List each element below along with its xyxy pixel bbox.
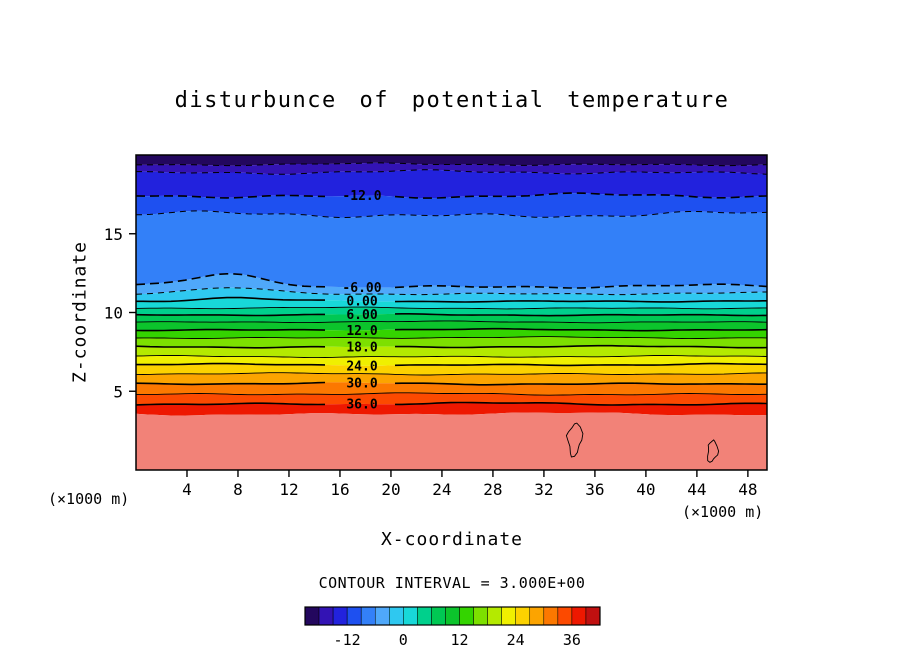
svg-text:6.00: 6.00 bbox=[346, 308, 377, 323]
closed-contour bbox=[565, 422, 584, 458]
svg-text:36.0: 36.0 bbox=[346, 397, 377, 412]
svg-text:36: 36 bbox=[563, 631, 581, 649]
svg-text:32: 32 bbox=[534, 480, 553, 499]
contour-interval-label: CONTOUR INTERVAL = 3.000E+00 bbox=[318, 574, 586, 592]
svg-text:12: 12 bbox=[279, 480, 298, 499]
colorbar: -12 0 12 24 36 bbox=[304, 606, 601, 649]
svg-text:-6.00: -6.00 bbox=[342, 281, 381, 296]
svg-text:4: 4 bbox=[182, 480, 192, 499]
svg-text:5: 5 bbox=[113, 382, 123, 401]
svg-text:44: 44 bbox=[687, 480, 706, 499]
svg-text:15: 15 bbox=[104, 225, 123, 244]
x-axis-title: X-coordinate bbox=[380, 529, 524, 550]
x-axis-units-label: (×1000 m) bbox=[682, 503, 764, 521]
svg-text:-12: -12 bbox=[334, 631, 361, 649]
svg-text:8: 8 bbox=[233, 480, 243, 499]
contour-lines bbox=[136, 162, 767, 406]
svg-text:40: 40 bbox=[636, 480, 655, 499]
svg-text:10: 10 bbox=[104, 304, 123, 323]
svg-text:30.0: 30.0 bbox=[346, 376, 377, 391]
svg-text:20: 20 bbox=[381, 480, 400, 499]
svg-text:18.0: 18.0 bbox=[346, 341, 377, 356]
svg-text:48: 48 bbox=[738, 480, 757, 499]
contour-fill bbox=[136, 155, 767, 470]
chart-title: disturbunce of potential temperature bbox=[174, 88, 730, 113]
svg-text:36: 36 bbox=[585, 480, 604, 499]
svg-text:24: 24 bbox=[432, 480, 451, 499]
svg-text:0: 0 bbox=[399, 631, 408, 649]
svg-text:24: 24 bbox=[507, 631, 525, 649]
svg-text:0.00: 0.00 bbox=[346, 295, 377, 310]
svg-text:12.0: 12.0 bbox=[346, 324, 377, 339]
y-axis-title: Z-coordinate bbox=[69, 240, 91, 384]
closed-contour bbox=[707, 439, 720, 463]
svg-text:-12.0: -12.0 bbox=[342, 189, 381, 204]
svg-text:28: 28 bbox=[483, 480, 502, 499]
svg-text:24.0: 24.0 bbox=[346, 359, 377, 374]
svg-text:12: 12 bbox=[450, 631, 468, 649]
y-axis-units-label: (×1000 m) bbox=[48, 490, 130, 508]
svg-text:16: 16 bbox=[330, 480, 349, 499]
